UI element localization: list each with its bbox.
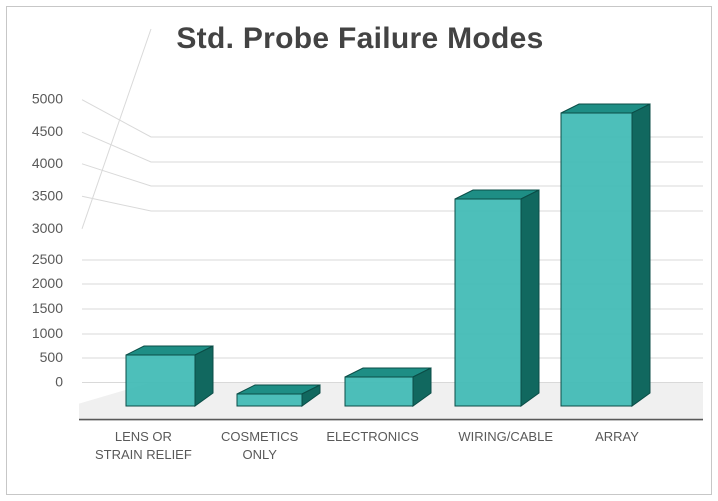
svg-text:4000: 4000 bbox=[32, 155, 63, 171]
svg-text:ONLY: ONLY bbox=[242, 447, 277, 462]
svg-text:4500: 4500 bbox=[32, 123, 63, 139]
svg-text:1500: 1500 bbox=[32, 300, 63, 316]
svg-text:1000: 1000 bbox=[32, 325, 63, 341]
svg-text:LENS OR: LENS OR bbox=[115, 429, 172, 444]
svg-text:500: 500 bbox=[40, 349, 64, 365]
svg-text:WIRING/CABLE: WIRING/CABLE bbox=[458, 429, 553, 444]
svg-text:2000: 2000 bbox=[32, 275, 63, 291]
svg-text:COSMETICS: COSMETICS bbox=[221, 429, 299, 444]
svg-text:3500: 3500 bbox=[32, 187, 63, 203]
svg-text:ELECTRONICS: ELECTRONICS bbox=[326, 429, 419, 444]
svg-text:2500: 2500 bbox=[32, 251, 63, 267]
svg-text:STRAIN RELIEF: STRAIN RELIEF bbox=[95, 447, 192, 462]
svg-text:0: 0 bbox=[55, 374, 63, 390]
svg-text:5000: 5000 bbox=[32, 91, 63, 107]
svg-text:ARRAY: ARRAY bbox=[595, 429, 639, 444]
svg-text:3000: 3000 bbox=[32, 220, 63, 236]
